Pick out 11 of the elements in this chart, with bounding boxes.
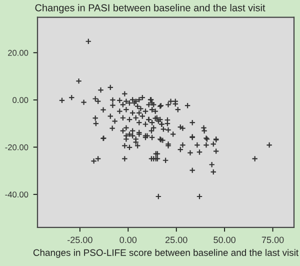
y-tick-label: 20.00 [8, 50, 28, 56]
x-tick-label: -25.00 [68, 236, 92, 244]
x-tick-label: 0.00 [120, 236, 137, 244]
chart-title: Changes in PASI between baseline and the last visit [35, 4, 266, 14]
x-tick-label: 25.00 [166, 236, 188, 244]
x-tick-label: 50.00 [214, 236, 236, 244]
y-tick-label: -40.00 [5, 192, 28, 198]
x-tick-label: 75.00 [262, 236, 284, 244]
x-axis-title: Changes in PSO-LIFE score between baseline and the last visit [33, 249, 299, 258]
y-tick-label: -20.00 [5, 144, 28, 150]
y-tick-label: 0.00 [12, 97, 28, 104]
